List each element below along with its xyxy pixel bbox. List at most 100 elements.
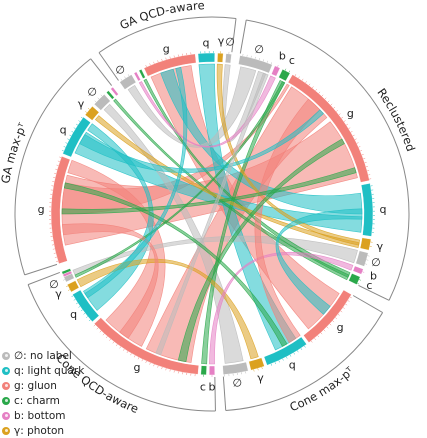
segment-tick (362, 272, 364, 273)
segment-tick (285, 69, 286, 71)
segment-tick (113, 342, 114, 344)
segment-tick (324, 330, 325, 331)
segment-tick (170, 57, 171, 59)
segment-tick (121, 79, 122, 81)
legend-label: g: gluon (14, 380, 57, 392)
segment-tick (254, 370, 255, 372)
segment-tick (366, 260, 368, 261)
segment-tick (88, 108, 90, 109)
legend-label: b: bottom (14, 410, 66, 422)
segment-label: γ (78, 98, 85, 111)
segment-charm (139, 69, 145, 78)
segment-label: q (60, 123, 67, 136)
segment-tick (78, 306, 80, 307)
segment-tick (334, 107, 336, 108)
segment-tick (76, 124, 78, 125)
legend-swatch-photon (2, 427, 10, 435)
segment-tick (81, 310, 83, 311)
segment-tick (162, 367, 163, 369)
legend-swatch-charm (2, 397, 10, 405)
segment-tick (166, 58, 167, 60)
segment-tick (286, 357, 287, 359)
segment-tick (359, 146, 361, 147)
segment-charm (279, 69, 290, 81)
segment-tick (258, 368, 259, 370)
segment-tick (58, 161, 60, 162)
segment-tick (312, 86, 313, 88)
segment-bottom (209, 366, 215, 375)
segment-label: c (289, 54, 295, 67)
segment-label: g (134, 361, 141, 374)
segment-tick (353, 135, 355, 136)
segment-tick (299, 77, 300, 79)
segment-tick (66, 286, 68, 287)
segment-tick (360, 150, 362, 151)
segment-tick (63, 279, 65, 280)
segment-tick (302, 79, 303, 81)
segment-label: q (70, 308, 77, 321)
segment-tick (327, 327, 328, 328)
segment-tick (279, 361, 280, 363)
segment-tick (363, 158, 365, 159)
segment-tick (338, 314, 340, 315)
segment-tick (339, 114, 341, 115)
segment-tick (289, 71, 290, 73)
segment-tick (275, 362, 276, 364)
segment-tick (341, 311, 343, 312)
legend-swatch-gluon (2, 382, 10, 390)
segment-tick (109, 339, 110, 341)
sector-label: Cone max-pᵀ (288, 364, 357, 415)
segment-tick (55, 169, 57, 170)
segment-label: b (209, 381, 216, 394)
segment-tick (146, 65, 147, 67)
segment-tick (367, 170, 369, 171)
segment-tick (120, 347, 121, 349)
segment-tick (74, 128, 76, 129)
sector-tick (359, 285, 390, 300)
segment-tick (86, 316, 88, 317)
legend-item-light: q: light quark (2, 363, 84, 378)
segment-tick (154, 62, 155, 64)
segment-tick (98, 98, 99, 99)
segment-tick (277, 65, 278, 67)
segment-tick (146, 361, 147, 363)
segment-tick (344, 121, 346, 122)
sector-tick (25, 264, 57, 275)
segment-tick (142, 359, 143, 361)
segment-tick (345, 304, 347, 305)
segment-tick (57, 165, 59, 166)
segment-tick (255, 57, 256, 59)
segment-label: ∅ (232, 377, 242, 390)
segment-tick (362, 154, 364, 155)
segment-tick (359, 279, 361, 280)
legend-label: c: charm (14, 395, 60, 407)
segment-tick (72, 296, 74, 297)
legend-item-charm: c: charm (2, 393, 84, 408)
segment-tick (150, 363, 151, 365)
segment-tick (127, 351, 128, 353)
segment-label: ∅ (115, 63, 125, 76)
segment-tick (116, 344, 117, 346)
segment-tick (335, 317, 337, 318)
segment-tick (309, 84, 310, 86)
segment-tick (69, 135, 71, 136)
segment-bottom (271, 66, 280, 76)
segment-label: c (200, 380, 206, 393)
segment-tick (351, 131, 353, 132)
segment-bottom (134, 72, 141, 81)
segment-tick (290, 355, 291, 357)
segment-none (225, 54, 231, 64)
segment-tick (134, 355, 135, 357)
segment-photon (217, 53, 223, 62)
legend-swatch-light (2, 367, 10, 375)
legend-label: q: light quark (14, 365, 84, 377)
segment-label: ∅ (371, 256, 381, 269)
segment-label: ∅ (225, 35, 235, 48)
segment-tick (315, 89, 316, 91)
segment-tick (84, 313, 86, 314)
segment-tick (74, 299, 76, 300)
segment-label: q (289, 358, 296, 371)
segment-tick (267, 61, 268, 63)
segment-tick (295, 74, 296, 76)
segment-tick (365, 162, 367, 163)
